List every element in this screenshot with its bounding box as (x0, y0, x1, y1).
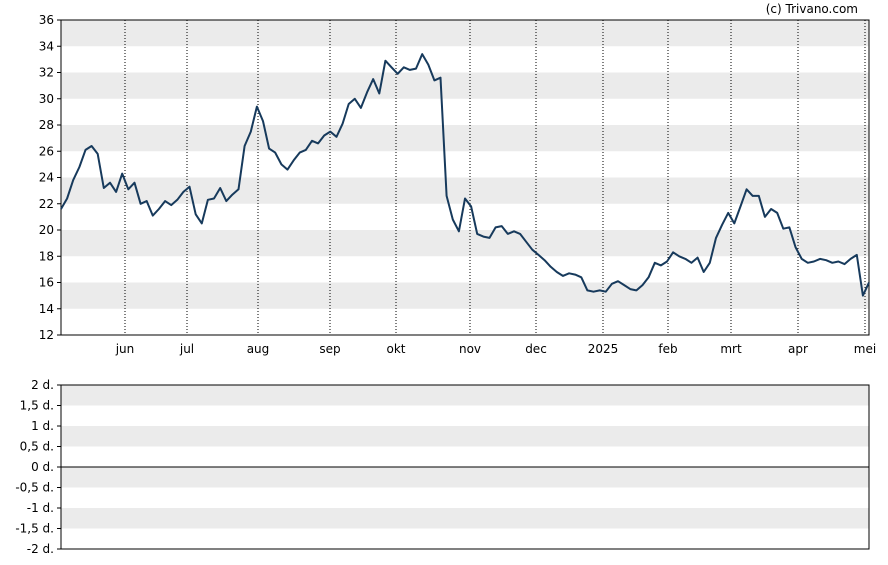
lower-y-tick-label: 2 d. (31, 378, 54, 392)
y-tick-label: 22 (39, 197, 54, 211)
credit-label: (c) Trivano.com (766, 2, 858, 16)
price-grid-band (61, 125, 869, 152)
x-tick-label: aug (247, 342, 270, 356)
y-tick-label: 24 (39, 171, 54, 185)
x-tick-label: apr (788, 342, 808, 356)
y-tick-label: 32 (39, 66, 54, 80)
price-grid-band (61, 72, 869, 99)
y-tick-label: 34 (39, 39, 54, 53)
lower-y-tick-label: -2 d. (27, 542, 54, 556)
y-tick-label: 20 (39, 223, 54, 237)
x-tick-label: jun (115, 342, 135, 356)
x-tick-label: mei (854, 342, 876, 356)
y-tick-label: 18 (39, 249, 54, 263)
y-tick-label: 36 (39, 13, 54, 27)
price-grid-band (61, 20, 869, 47)
lower-y-tick-label: 0,5 d. (20, 440, 54, 454)
x-tick-label: 2025 (588, 342, 619, 356)
lower-grid-band (61, 508, 869, 529)
lower-y-tick-label: 0 d. (31, 460, 54, 474)
y-tick-label: 26 (39, 144, 54, 158)
price-grid-band (61, 230, 869, 257)
y-tick-label: 14 (39, 302, 54, 316)
y-tick-label: 16 (39, 276, 54, 290)
y-tick-label: 28 (39, 118, 54, 132)
x-tick-label: sep (319, 342, 340, 356)
lower-plot-frame (60, 384, 870, 550)
lower-grid-band (61, 426, 869, 447)
lower-y-tick-label: 1 d. (31, 419, 54, 433)
x-tick-label: nov (459, 342, 481, 356)
lower-grid-band (61, 467, 869, 488)
x-tick-label: jul (179, 342, 194, 356)
lower-y-tick-label: 1,5 d. (20, 399, 54, 413)
price-series-line (60, 53, 870, 297)
price-plot-frame (60, 19, 870, 336)
lower-y-tick-label: -0,5 d. (15, 481, 54, 495)
lower-y-tick-label: -1,5 d. (15, 522, 54, 536)
lower-grid-band (61, 385, 869, 406)
y-tick-label: 30 (39, 92, 54, 106)
x-tick-label: feb (658, 342, 677, 356)
y-tick-label: 12 (39, 328, 54, 342)
x-tick-label: dec (525, 342, 547, 356)
price-grid-band (61, 282, 869, 309)
lower-y-tick-label: -1 d. (27, 501, 54, 515)
x-tick-label: mrt (720, 342, 742, 356)
x-tick-label: okt (387, 342, 406, 356)
